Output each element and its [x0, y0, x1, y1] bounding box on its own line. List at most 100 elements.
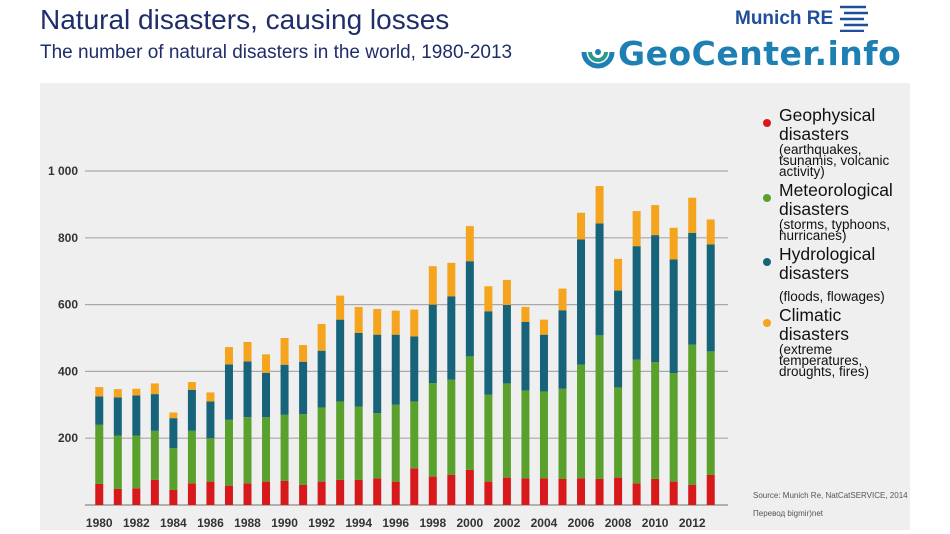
bar-segment-meteorological-1986: [206, 438, 215, 482]
bar-segment-meteorological-2009: [632, 359, 641, 484]
y-tick-label: 400: [58, 364, 78, 378]
bar-segment-geophysical-1980: [95, 483, 104, 505]
bar-segment-hydrological-2000: [465, 261, 474, 357]
legend-description: (extreme temperatures, droughts, fires): [779, 342, 870, 379]
bar-segment-climatic-2011: [669, 227, 678, 260]
bar-segment-geophysical-1981: [113, 488, 122, 505]
x-tick-label: 1988: [234, 516, 261, 530]
bar-segment-climatic-1990: [280, 338, 289, 365]
bar-segment-geophysical-1987: [224, 485, 233, 505]
bar-segment-geophysical-1995: [373, 478, 382, 505]
bar-segment-geophysical-1983: [150, 479, 159, 505]
x-tick-label: 2002: [494, 516, 521, 530]
legend-label: Meteorological disasters: [779, 180, 893, 219]
legend-description: (storms, typhoons, hurricanes): [779, 217, 891, 243]
bar-segment-climatic-1985: [187, 382, 196, 390]
bar-segment-geophysical-2005: [558, 478, 567, 505]
bar-segment-hydrological-1999: [447, 296, 456, 380]
bar-segment-hydrological-1997: [410, 336, 419, 402]
bar-segment-hydrological-2002: [502, 304, 511, 384]
bar-segment-hydrological-1989: [262, 372, 271, 418]
translation-credit: Перевод bigmir)net: [753, 509, 823, 518]
bar-segment-climatic-2002: [502, 279, 511, 305]
bar-segment-meteorological-1988: [243, 417, 252, 484]
bar-segment-climatic-1992: [317, 323, 326, 351]
bar-segment-climatic-1993: [336, 295, 345, 320]
bar-segment-climatic-1994: [354, 306, 363, 333]
bar-segment-meteorological-2003: [521, 390, 530, 479]
bar-segment-geophysical-2002: [502, 477, 511, 505]
geocenter-swirl-icon: [581, 49, 615, 69]
bar-segment-meteorological-2008: [614, 387, 623, 478]
bar-segment-hydrological-1991: [299, 361, 308, 415]
bar-segment-climatic-1981: [113, 389, 122, 398]
bar-segment-geophysical-1988: [243, 483, 252, 505]
bar-segment-climatic-2006: [577, 212, 586, 240]
bar-segment-meteorological-1999: [447, 379, 456, 475]
bar-segment-meteorological-2001: [484, 394, 493, 482]
bar-segment-climatic-2003: [521, 306, 530, 322]
bar-segment-meteorological-1994: [354, 406, 363, 480]
bar-segment-hydrological-2011: [669, 259, 678, 374]
bar-segment-climatic-2005: [558, 288, 567, 311]
bar-segment-hydrological-1981: [113, 397, 122, 436]
bar-segment-hydrological-2004: [539, 334, 548, 392]
x-tick-label: 2012: [679, 516, 706, 530]
legend-description: (earthquakes, tsunamis, volcanic activit…: [779, 142, 890, 179]
bar-segment-hydrological-1993: [336, 319, 345, 402]
bar-segment-climatic-1999: [447, 262, 456, 297]
bar-segment-meteorological-2013: [706, 351, 715, 475]
bar-segment-geophysical-2013: [706, 474, 715, 505]
bar-segment-meteorological-1991: [299, 414, 308, 485]
bar-segment-meteorological-1982: [132, 435, 141, 489]
x-tick-label: 1998: [419, 516, 446, 530]
bar-segment-climatic-2008: [614, 258, 623, 291]
bar-segment-hydrological-2006: [577, 239, 586, 365]
bar-segment-meteorological-1996: [391, 404, 400, 482]
x-tick-label: 1986: [197, 516, 224, 530]
bar-segment-geophysical-2006: [577, 478, 586, 505]
bar-segment-climatic-2009: [632, 211, 641, 247]
bar-segment-meteorological-2002: [502, 383, 511, 478]
bar-segment-geophysical-1999: [447, 474, 456, 505]
chart-panel: [40, 83, 910, 530]
bar-segment-meteorological-2005: [558, 388, 567, 479]
x-tick-label: 2010: [642, 516, 669, 530]
x-tick-label: 1980: [86, 516, 113, 530]
bar-segment-geophysical-2000: [465, 469, 474, 505]
y-tick-label: 600: [58, 298, 78, 312]
bar-segment-hydrological-1994: [354, 332, 363, 407]
bar-segment-geophysical-1989: [262, 481, 271, 505]
bar-segment-hydrological-1996: [391, 334, 400, 405]
legend-dot-hydrological: [763, 258, 771, 266]
bar-segment-climatic-2010: [651, 205, 660, 236]
bar-segment-meteorological-1981: [113, 435, 122, 489]
bar-segment-climatic-1986: [206, 392, 215, 402]
bar-segment-climatic-1998: [428, 266, 437, 305]
bar-segment-climatic-2012: [688, 197, 697, 233]
bar-segment-meteorological-1987: [224, 419, 233, 486]
bar-segment-hydrological-2013: [706, 244, 715, 352]
bar-segment-meteorological-1998: [428, 383, 437, 477]
bar-segment-meteorological-2010: [651, 362, 660, 479]
bar-segment-hydrological-2007: [595, 223, 604, 336]
bar-segment-meteorological-1995: [373, 413, 382, 479]
bar-segment-geophysical-1990: [280, 480, 289, 505]
bar-segment-meteorological-1983: [150, 430, 159, 480]
bar-segment-hydrological-1985: [187, 389, 196, 431]
bar-segment-hydrological-1986: [206, 401, 215, 439]
bar-segment-hydrological-1988: [243, 361, 252, 418]
bar-segment-climatic-1987: [224, 347, 233, 365]
bar-segment-hydrological-1992: [317, 350, 326, 408]
bar-segment-meteorological-1993: [336, 401, 345, 480]
bar-segment-geophysical-2010: [651, 478, 660, 505]
bar-segment-geophysical-2009: [632, 483, 641, 505]
bar-segment-geophysical-1993: [336, 479, 345, 505]
legend-dot-meteorological: [763, 194, 771, 202]
x-tick-label: 1994: [345, 516, 372, 530]
bar-segment-hydrological-2005: [558, 310, 567, 389]
geocenter-logo: GeoCenter.info: [618, 34, 902, 73]
bar-segment-climatic-1984: [169, 412, 178, 419]
bar-segment-meteorological-2006: [577, 364, 586, 479]
